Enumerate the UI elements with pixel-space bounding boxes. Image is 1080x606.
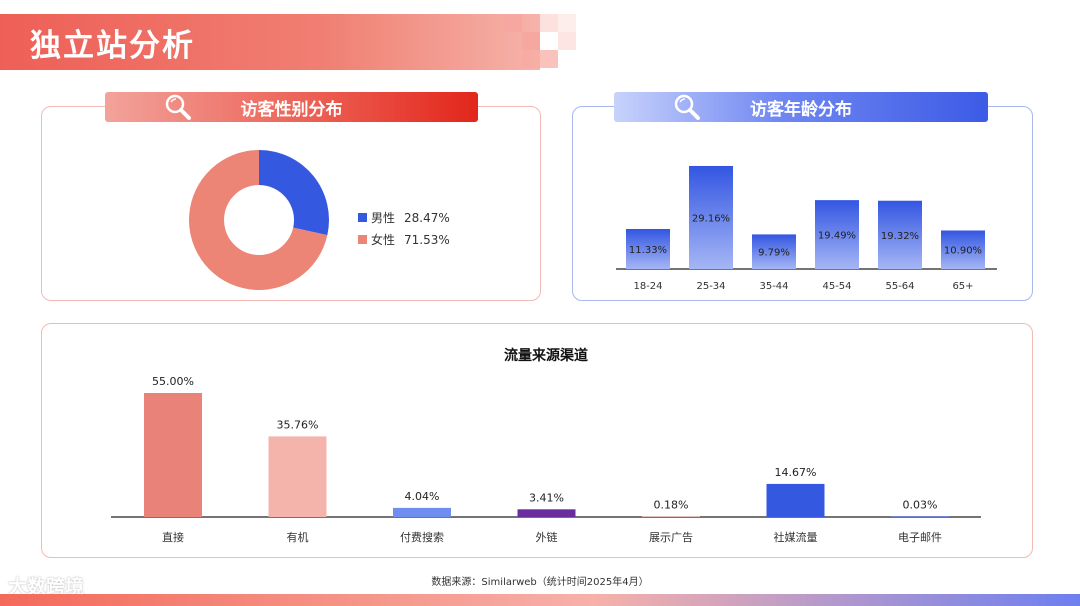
x-tick-label: 45-54: [822, 281, 851, 292]
x-tick-label: 有机: [287, 530, 309, 544]
traffic-bar: [891, 516, 949, 517]
search-icon: [165, 94, 191, 120]
pie-slice-male: [259, 150, 329, 236]
bar-value-label: 10.90%: [944, 246, 982, 257]
bar-value-label: 14.67%: [775, 466, 817, 479]
bar-value-label: 0.18%: [654, 498, 689, 511]
pie-slice-female: [189, 150, 328, 290]
decor-square: [504, 14, 522, 32]
traffic-bar: [766, 483, 825, 517]
x-tick-label: 社媒流量: [774, 530, 818, 544]
decor-square: [540, 50, 558, 68]
brand-logo: 大数跨境: [8, 576, 85, 598]
bar-value-label: 35.76%: [277, 418, 319, 431]
bar-value-label: 0.03%: [903, 498, 938, 511]
bottom-gradient-bar: [0, 594, 1080, 606]
bar-value-label: 4.04%: [405, 490, 440, 503]
x-tick-label: 65+: [952, 281, 973, 292]
legend-swatch: [358, 213, 367, 222]
x-tick-label: 55-64: [885, 281, 914, 292]
age-bar-chart: 11.33% 18-24 29.16% 25-34 9.79% 35-44 19.49% 45…: [616, 165, 997, 292]
chart-title: 流量来源渠道: [504, 347, 588, 364]
data-source-note: 数据来源：Similarweb（统计时间2025年4月）: [431, 577, 649, 588]
decor-square: [540, 14, 558, 32]
x-tick-label: 展示广告: [649, 531, 693, 544]
bar-value-label: 19.49%: [818, 231, 856, 242]
legend-item-male: 男性 28.47%: [358, 209, 450, 226]
traffic-bar: [393, 507, 451, 517]
legend-value: 28.47%: [404, 210, 450, 225]
bar-value-label: 29.16%: [692, 213, 730, 224]
age-bar: [941, 230, 985, 269]
title-bar: [0, 14, 540, 70]
traffic-bar: [517, 509, 576, 517]
bar-value-label: 9.79%: [758, 248, 790, 259]
x-tick-label: 直接: [162, 530, 184, 544]
legend-label: 女性: [371, 233, 396, 247]
traffic-bar: [268, 436, 327, 517]
x-tick-label: 付费搜索: [400, 530, 444, 544]
legend-label: 男性: [371, 211, 396, 225]
age-panel-title: 访客年龄分布: [750, 99, 852, 120]
bar-value-label: 19.32%: [881, 231, 919, 242]
page-title: 独立站分析: [30, 28, 195, 64]
x-tick-label: 18-24: [633, 281, 662, 292]
x-tick-label: 25-34: [696, 281, 725, 292]
bar-value-label: 11.33%: [629, 245, 667, 256]
bar-value-label: 55.00%: [152, 375, 194, 388]
age-bar: [878, 200, 922, 269]
age-bar: [626, 228, 670, 269]
gender-panel-title: 访客性别分布: [240, 99, 343, 120]
decor-square: [522, 32, 540, 50]
decor-square: [558, 14, 576, 32]
x-tick-label: 外链: [536, 530, 558, 544]
age-bar: [689, 165, 733, 269]
legend-value: 71.53%: [404, 232, 450, 247]
traffic-bar: [642, 516, 700, 517]
traffic-bar: [144, 393, 202, 517]
x-tick-label: 电子邮件: [898, 531, 942, 544]
traffic-bar-chart: 流量来源渠道 55.00% 直接 35.76% 有机 4.04% 付费搜索 3.41% 外链 0…: [111, 347, 981, 544]
x-tick-label: 35-44: [759, 281, 788, 292]
search-icon: [674, 94, 700, 120]
legend-swatch: [358, 235, 367, 244]
legend-item-female: 女性 71.53%: [358, 231, 450, 248]
traffic-panel: [41, 323, 1033, 558]
gender-panel-header: 访客性别分布: [105, 92, 478, 122]
bar-value-label: 3.41%: [529, 491, 564, 504]
age-panel-header: 访客年龄分布: [614, 92, 988, 122]
age-bar: [815, 200, 859, 269]
decor-square: [522, 50, 540, 68]
gender-donut-chart: [189, 150, 329, 290]
age-bar: [752, 234, 796, 269]
decor-square: [558, 32, 576, 50]
